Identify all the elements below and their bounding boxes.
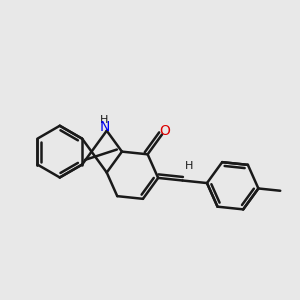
Text: O: O	[159, 124, 170, 138]
Text: H: H	[100, 116, 108, 125]
Text: H: H	[185, 160, 194, 171]
Text: N: N	[100, 120, 110, 134]
